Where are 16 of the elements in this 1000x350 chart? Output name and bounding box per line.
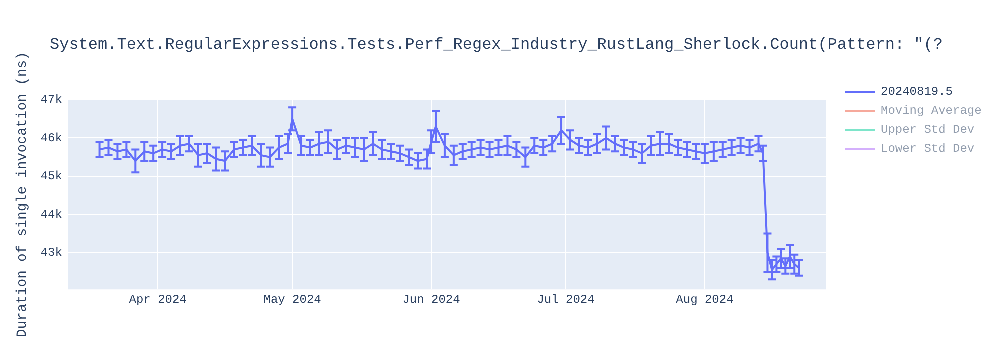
y-axis-title: Duration of single invocation (ns) (15, 52, 32, 338)
y-tick-label: 47k (40, 93, 62, 108)
x-tick-label: Apr 2024 (129, 292, 187, 307)
x-tick-label: Jul 2024 (537, 292, 595, 307)
y-tick-label: 44k (40, 208, 62, 222)
legend-label: Lower Std Dev (881, 142, 975, 156)
x-tick-label: Jun 2024 (402, 292, 460, 307)
legend-label: 20240819.5 (881, 84, 954, 98)
chart-title: System.Text.RegularExpressions.Tests.Perf_Regex_Industry_RustLang_Sherlock.Count(Pattern: "(? (50, 36, 943, 54)
x-tick-label: May 2024 (264, 292, 322, 307)
y-tick-label: 45k (40, 170, 62, 184)
y-tick-label: 46k (40, 131, 62, 146)
y-tick-label: 43k (40, 246, 62, 260)
legend-label: Upper Std Dev (881, 122, 975, 136)
x-tick-label: Aug 2024 (676, 292, 734, 307)
legend-label: Moving Average (881, 104, 982, 118)
